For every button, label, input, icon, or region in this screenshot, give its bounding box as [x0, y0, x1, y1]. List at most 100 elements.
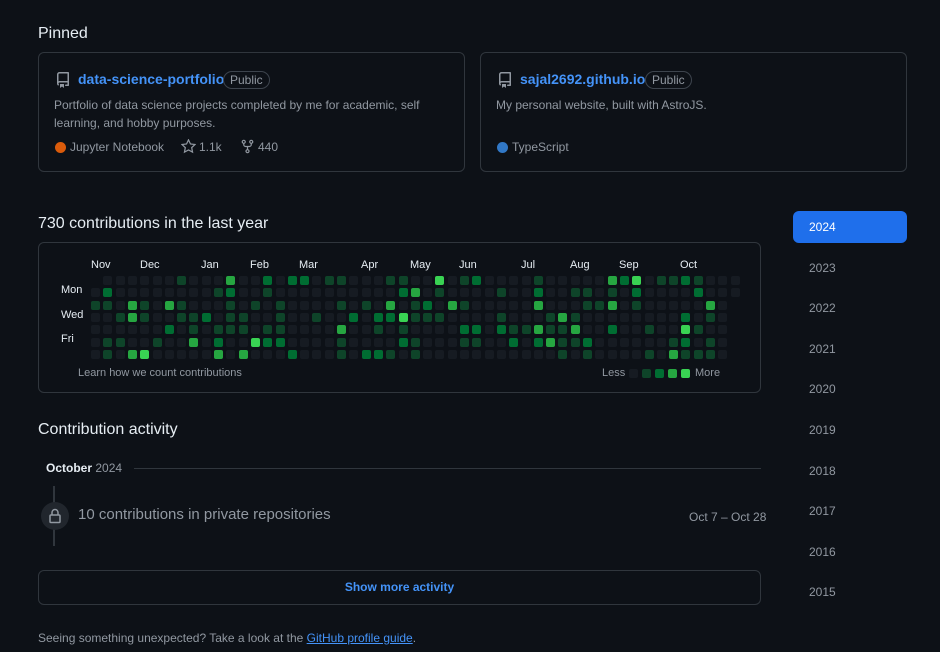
contribution-day-cell[interactable]: [91, 288, 100, 298]
contribution-day-cell[interactable]: [681, 300, 691, 310]
contribution-day-cell[interactable]: [140, 349, 150, 359]
contribution-day-cell[interactable]: [509, 337, 519, 347]
contribution-day-cell[interactable]: [447, 300, 457, 310]
contribution-day-cell[interactable]: [681, 337, 691, 347]
contribution-day-cell[interactable]: [324, 288, 334, 298]
contribution-day-cell[interactable]: [263, 325, 273, 335]
contribution-day-cell[interactable]: [275, 337, 285, 347]
contribution-day-cell[interactable]: [447, 276, 457, 285]
contribution-day-cell[interactable]: [558, 276, 568, 285]
contribution-day-cell[interactable]: [607, 288, 617, 298]
contribution-day-cell[interactable]: [91, 300, 100, 310]
contribution-day-cell[interactable]: [484, 349, 494, 359]
contribution-day-cell[interactable]: [152, 337, 162, 347]
contribution-day-cell[interactable]: [496, 349, 506, 359]
contribution-day-cell[interactable]: [509, 300, 519, 310]
contribution-day-cell[interactable]: [718, 337, 728, 347]
contribution-day-cell[interactable]: [706, 288, 715, 298]
contribution-day-cell[interactable]: [410, 276, 420, 285]
contribution-day-cell[interactable]: [570, 312, 580, 322]
contribution-day-cell[interactable]: [226, 325, 236, 335]
forks-count[interactable]: 440: [258, 140, 279, 154]
contribution-day-cell[interactable]: [152, 312, 162, 322]
contribution-day-cell[interactable]: [509, 349, 519, 359]
contribution-day-cell[interactable]: [496, 276, 506, 285]
contribution-day-cell[interactable]: [386, 312, 396, 322]
contribution-day-cell[interactable]: [214, 349, 223, 359]
contribution-day-cell[interactable]: [250, 300, 260, 310]
contribution-day-cell[interactable]: [324, 325, 334, 335]
contribution-day-cell[interactable]: [398, 300, 408, 310]
contribution-day-cell[interactable]: [287, 288, 297, 298]
contribution-day-cell[interactable]: [460, 325, 469, 335]
contribution-day-cell[interactable]: [423, 349, 433, 359]
contribution-day-cell[interactable]: [398, 288, 408, 298]
contribution-day-cell[interactable]: [460, 312, 469, 322]
contribution-day-cell[interactable]: [706, 276, 715, 285]
contribution-day-cell[interactable]: [619, 349, 629, 359]
contribution-day-cell[interactable]: [484, 288, 494, 298]
contribution-day-cell[interactable]: [164, 300, 174, 310]
contribution-day-cell[interactable]: [115, 312, 125, 322]
contribution-day-cell[interactable]: [595, 325, 605, 335]
contribution-day-cell[interactable]: [472, 325, 482, 335]
contribution-day-cell[interactable]: [312, 349, 322, 359]
contribution-day-cell[interactable]: [103, 312, 113, 322]
contribution-day-cell[interactable]: [140, 312, 150, 322]
contribution-day-cell[interactable]: [509, 312, 519, 322]
contribution-day-cell[interactable]: [706, 312, 715, 322]
contribution-day-cell[interactable]: [509, 288, 519, 298]
contribution-day-cell[interactable]: [570, 288, 580, 298]
contribution-day-cell[interactable]: [287, 349, 297, 359]
contribution-day-cell[interactable]: [669, 349, 679, 359]
contribution-day-cell[interactable]: [632, 300, 642, 310]
contribution-day-cell[interactable]: [103, 300, 113, 310]
contribution-day-cell[interactable]: [349, 312, 359, 322]
contribution-day-cell[interactable]: [607, 312, 617, 322]
contribution-day-cell[interactable]: [718, 300, 728, 310]
contribution-day-cell[interactable]: [521, 337, 531, 347]
contribution-day-cell[interactable]: [718, 349, 728, 359]
contribution-day-cell[interactable]: [189, 276, 199, 285]
contribution-day-cell[interactable]: [533, 288, 543, 298]
contribution-day-cell[interactable]: [189, 288, 199, 298]
contribution-day-cell[interactable]: [681, 276, 691, 285]
contribution-day-cell[interactable]: [312, 337, 322, 347]
contribution-day-cell[interactable]: [201, 325, 211, 335]
contribution-day-cell[interactable]: [472, 276, 482, 285]
contribution-day-cell[interactable]: [201, 288, 211, 298]
contribution-day-cell[interactable]: [447, 288, 457, 298]
contribution-day-cell[interactable]: [460, 337, 469, 347]
contribution-day-cell[interactable]: [496, 312, 506, 322]
contribution-day-cell[interactable]: [349, 288, 359, 298]
contribution-day-cell[interactable]: [632, 337, 642, 347]
contribution-day-cell[interactable]: [214, 288, 223, 298]
contribution-day-cell[interactable]: [398, 325, 408, 335]
contribution-day-cell[interactable]: [521, 300, 531, 310]
contribution-day-cell[interactable]: [398, 337, 408, 347]
contribution-day-cell[interactable]: [509, 276, 519, 285]
contribution-day-cell[interactable]: [644, 325, 654, 335]
contribution-day-cell[interactable]: [533, 337, 543, 347]
contribution-day-cell[interactable]: [115, 349, 125, 359]
contribution-day-cell[interactable]: [127, 288, 137, 298]
contribution-day-cell[interactable]: [177, 337, 187, 347]
stars-count[interactable]: 1.1k: [199, 140, 222, 154]
contribution-day-cell[interactable]: [521, 276, 531, 285]
contribution-day-cell[interactable]: [632, 349, 642, 359]
contribution-day-cell[interactable]: [693, 349, 703, 359]
contribution-day-cell[interactable]: [693, 337, 703, 347]
contribution-day-cell[interactable]: [496, 300, 506, 310]
contribution-day-cell[interactable]: [681, 349, 691, 359]
contribution-day-cell[interactable]: [546, 312, 556, 322]
contribution-day-cell[interactable]: [373, 300, 383, 310]
contribution-day-cell[interactable]: [460, 276, 469, 285]
contribution-day-cell[interactable]: [546, 349, 556, 359]
contribution-day-cell[interactable]: [558, 312, 568, 322]
contribution-day-cell[interactable]: [140, 337, 150, 347]
contribution-day-cell[interactable]: [115, 288, 125, 298]
fork-icon[interactable]: [240, 139, 255, 154]
contribution-day-cell[interactable]: [386, 325, 396, 335]
contribution-day-cell[interactable]: [300, 276, 310, 285]
contribution-day-cell[interactable]: [177, 288, 187, 298]
